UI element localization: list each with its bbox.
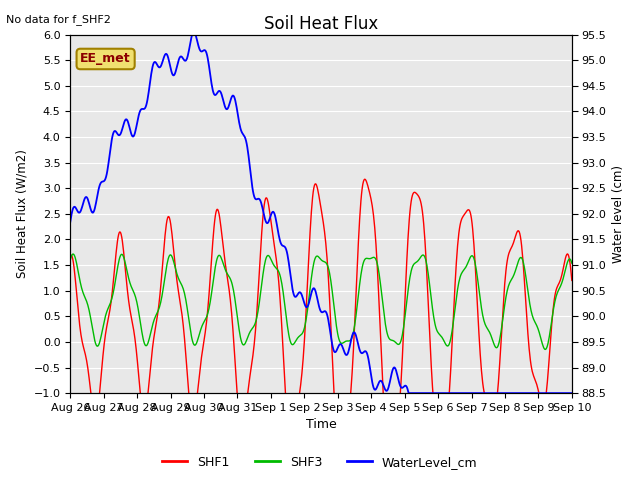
Y-axis label: Soil Heat Flux (W/m2): Soil Heat Flux (W/m2) xyxy=(15,149,28,278)
SHF3 xyxy=(541,347,549,352)
SHF1 xyxy=(361,176,369,182)
SHF3 xyxy=(358,264,366,270)
Text: EE_met: EE_met xyxy=(80,52,131,65)
SHF1 xyxy=(67,253,74,259)
WaterLevel_cm xyxy=(404,390,412,396)
WaterLevel_cm xyxy=(500,390,508,396)
WaterLevel_cm xyxy=(358,350,366,356)
WaterLevel_cm xyxy=(189,32,196,37)
SHF3 xyxy=(447,333,455,338)
WaterLevel_cm xyxy=(448,390,456,396)
Line: WaterLevel_cm: WaterLevel_cm xyxy=(70,35,572,393)
WaterLevel_cm xyxy=(97,180,105,185)
SHF1 xyxy=(337,450,344,456)
SHF1 xyxy=(387,444,395,450)
SHF1 xyxy=(358,185,366,191)
SHF3 xyxy=(499,316,507,322)
SHF3 xyxy=(387,337,394,343)
SHF3 xyxy=(98,331,106,336)
Title: Soil Heat Flux: Soil Heat Flux xyxy=(264,15,378,33)
Text: No data for f_SHF2: No data for f_SHF2 xyxy=(6,14,111,25)
X-axis label: Time: Time xyxy=(306,419,337,432)
WaterLevel_cm xyxy=(372,387,380,393)
Line: SHF1: SHF1 xyxy=(70,179,572,453)
SHF3 xyxy=(372,255,380,261)
SHF1 xyxy=(568,277,576,283)
WaterLevel_cm xyxy=(568,390,576,396)
Y-axis label: Water level (cm): Water level (cm) xyxy=(612,165,625,263)
Legend: SHF1, SHF3, WaterLevel_cm: SHF1, SHF3, WaterLevel_cm xyxy=(157,451,483,474)
SHF3 xyxy=(67,257,74,263)
Line: SHF3: SHF3 xyxy=(70,254,572,349)
SHF1 xyxy=(448,343,456,349)
SHF1 xyxy=(372,242,380,248)
SHF1 xyxy=(97,374,105,380)
WaterLevel_cm xyxy=(387,376,394,382)
SHF3 xyxy=(69,251,77,257)
SHF1 xyxy=(500,299,508,305)
WaterLevel_cm xyxy=(67,219,74,225)
SHF3 xyxy=(568,260,576,266)
